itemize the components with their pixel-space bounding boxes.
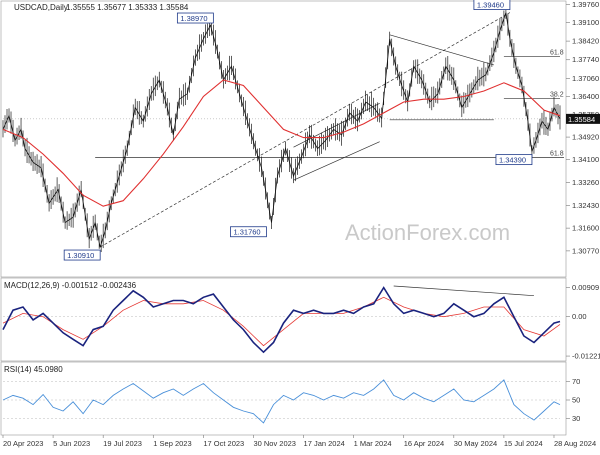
price-annotation-box [495, 154, 533, 166]
last-price-tag [566, 113, 600, 124]
price-ytick-label: 1.39760 [572, 0, 599, 9]
long-term-trendline [100, 12, 511, 248]
price-plot: 1.38970 1.31760 1.30910 1.39460 1.34390 61.8 3… [2, 0, 600, 261]
triangle-top-line [389, 34, 494, 66]
fib-label: 61.8 [550, 150, 564, 157]
price-ytick-label: 1.37060 [572, 74, 599, 83]
price-annotation-box [176, 12, 214, 24]
price-ytick-label: 1.33260 [572, 178, 599, 187]
price-ytick-label: 1.31600 [572, 224, 599, 233]
rsi-plot: 70 50 30 [2, 377, 580, 424]
macd-panel-title: MACD(12,26,9) -0.001512 -0.002436 [4, 281, 137, 290]
price-annotation-box [63, 249, 101, 261]
channel-lower-line [293, 141, 380, 181]
last-price-label: 1.35584 [568, 115, 595, 124]
price-ytick-label: 1.32430 [572, 201, 599, 210]
price-panel-title: USDCAD,Daily [14, 3, 68, 12]
x-tick-label: 28 Aug 2024 [554, 439, 596, 448]
price-ytick-label: 1.39100 [572, 18, 599, 27]
rsi-ytick-label: 50 [572, 396, 580, 405]
macd-panel-frame [0, 277, 567, 362]
macd-plot: 0.00909 0.00 -0.01221 [2, 283, 600, 361]
macd-ytick-label: -0.01221 [572, 352, 600, 361]
x-tick-label: 19 Jul 2023 [103, 439, 142, 448]
macd-ytick-label: 0.00909 [572, 283, 599, 292]
x-tick-label: 30 Nov 2023 [253, 439, 296, 448]
price-ytick-label: 1.34100 [572, 155, 599, 164]
x-tick-label: 20 Apr 2023 [3, 439, 43, 448]
price-panel-frame [0, 0, 567, 278]
rsi-ytick-label: 70 [572, 377, 580, 386]
price-annotation-box [230, 226, 267, 238]
x-tick-label: 17 Oct 2023 [203, 439, 244, 448]
rsi-ytick-label: 30 [572, 414, 580, 423]
x-axis: 20 Apr 2023 5 Jun 2023 19 Jul 2023 1 Sep 20… [2, 435, 596, 448]
price-ytick-label: 1.38420 [572, 37, 599, 46]
price-ytick-label: 1.30770 [572, 246, 599, 255]
price-annotation-label: 1.39460 [477, 1, 504, 10]
price-annotation-label: 1.34390 [499, 156, 526, 165]
x-tick-label: 15 Jul 2024 [504, 439, 543, 448]
x-tick-label: 1 Sep 2023 [153, 439, 191, 448]
price-line [2, 12, 561, 248]
x-tick-label: 5 Jun 2023 [53, 439, 90, 448]
macd-divergence-line [393, 285, 534, 297]
price-ytick-label: 1.34920 [572, 133, 599, 142]
price-annotation-label: 1.31760 [233, 228, 260, 237]
fib-label: 38.2 [550, 92, 564, 99]
price-ytick-label: 1.36400 [572, 92, 599, 101]
macd-ytick-label: 0.00 [572, 312, 587, 321]
x-tick-label: 30 May 2024 [454, 439, 497, 448]
macd-line [2, 286, 561, 354]
rsi-line [2, 379, 561, 424]
moving-average-line [2, 79, 561, 207]
fib-label: 61.8 [550, 50, 564, 57]
rsi-panel-frame [0, 361, 567, 436]
watermark: ActionForex.com [345, 220, 510, 245]
rsi-panel-title: RSI(14) 45.0980 [4, 365, 63, 374]
x-tick-label: 17 Jan 2024 [304, 439, 345, 448]
price-annotation-label: 1.38970 [180, 14, 207, 23]
price-ytick-label: 1.37740 [572, 55, 599, 64]
price-annotation-label: 1.30910 [67, 251, 94, 260]
price-panel-ohlc: 1.35555 1.35677 1.35333 1.35584 [66, 3, 189, 12]
x-tick-label: 1 Mar 2024 [354, 439, 392, 448]
macd-signal-line [2, 296, 561, 347]
x-tick-label: 16 Apr 2024 [404, 439, 444, 448]
price-annotation-box [473, 0, 511, 10]
